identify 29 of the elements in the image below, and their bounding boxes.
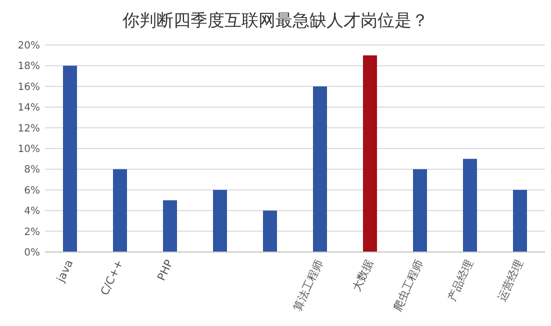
bar [63,66,77,252]
bar [113,169,127,252]
y-tick-label: 16% [18,82,40,93]
chart-title: 你判断四季度互联网最急缺人才岗位是？ [122,11,428,31]
bar [363,55,377,252]
x-tick-label: 运营经理 [495,258,526,304]
x-tick-label: 爬虫工程师 [390,258,426,314]
y-tick-label: 4% [24,206,40,218]
y-tick-label: 2% [24,226,40,238]
bar [513,190,527,252]
x-tick-label: 产品经理 [445,258,476,304]
y-tick-label: 18% [18,61,40,72]
x-tick-label: 算法工程师 [290,258,326,314]
y-tick-label: 20% [18,40,40,52]
y-tick-label: 6% [24,185,40,196]
y-tick-label: 14% [18,102,40,114]
x-tick-label: 大数据 [350,258,376,294]
bar [413,169,427,252]
x-tick-label: java [54,258,76,286]
y-tick-label: 8% [24,164,40,176]
y-tick-label: 0% [24,248,40,258]
bar [213,190,227,252]
y-tick-label: 12% [18,123,40,134]
bar [163,200,177,252]
bar [313,86,327,252]
bar [263,210,277,252]
bar [463,158,477,252]
x-tick-label: PHP [154,257,176,283]
y-tick-label: 10% [18,144,40,155]
